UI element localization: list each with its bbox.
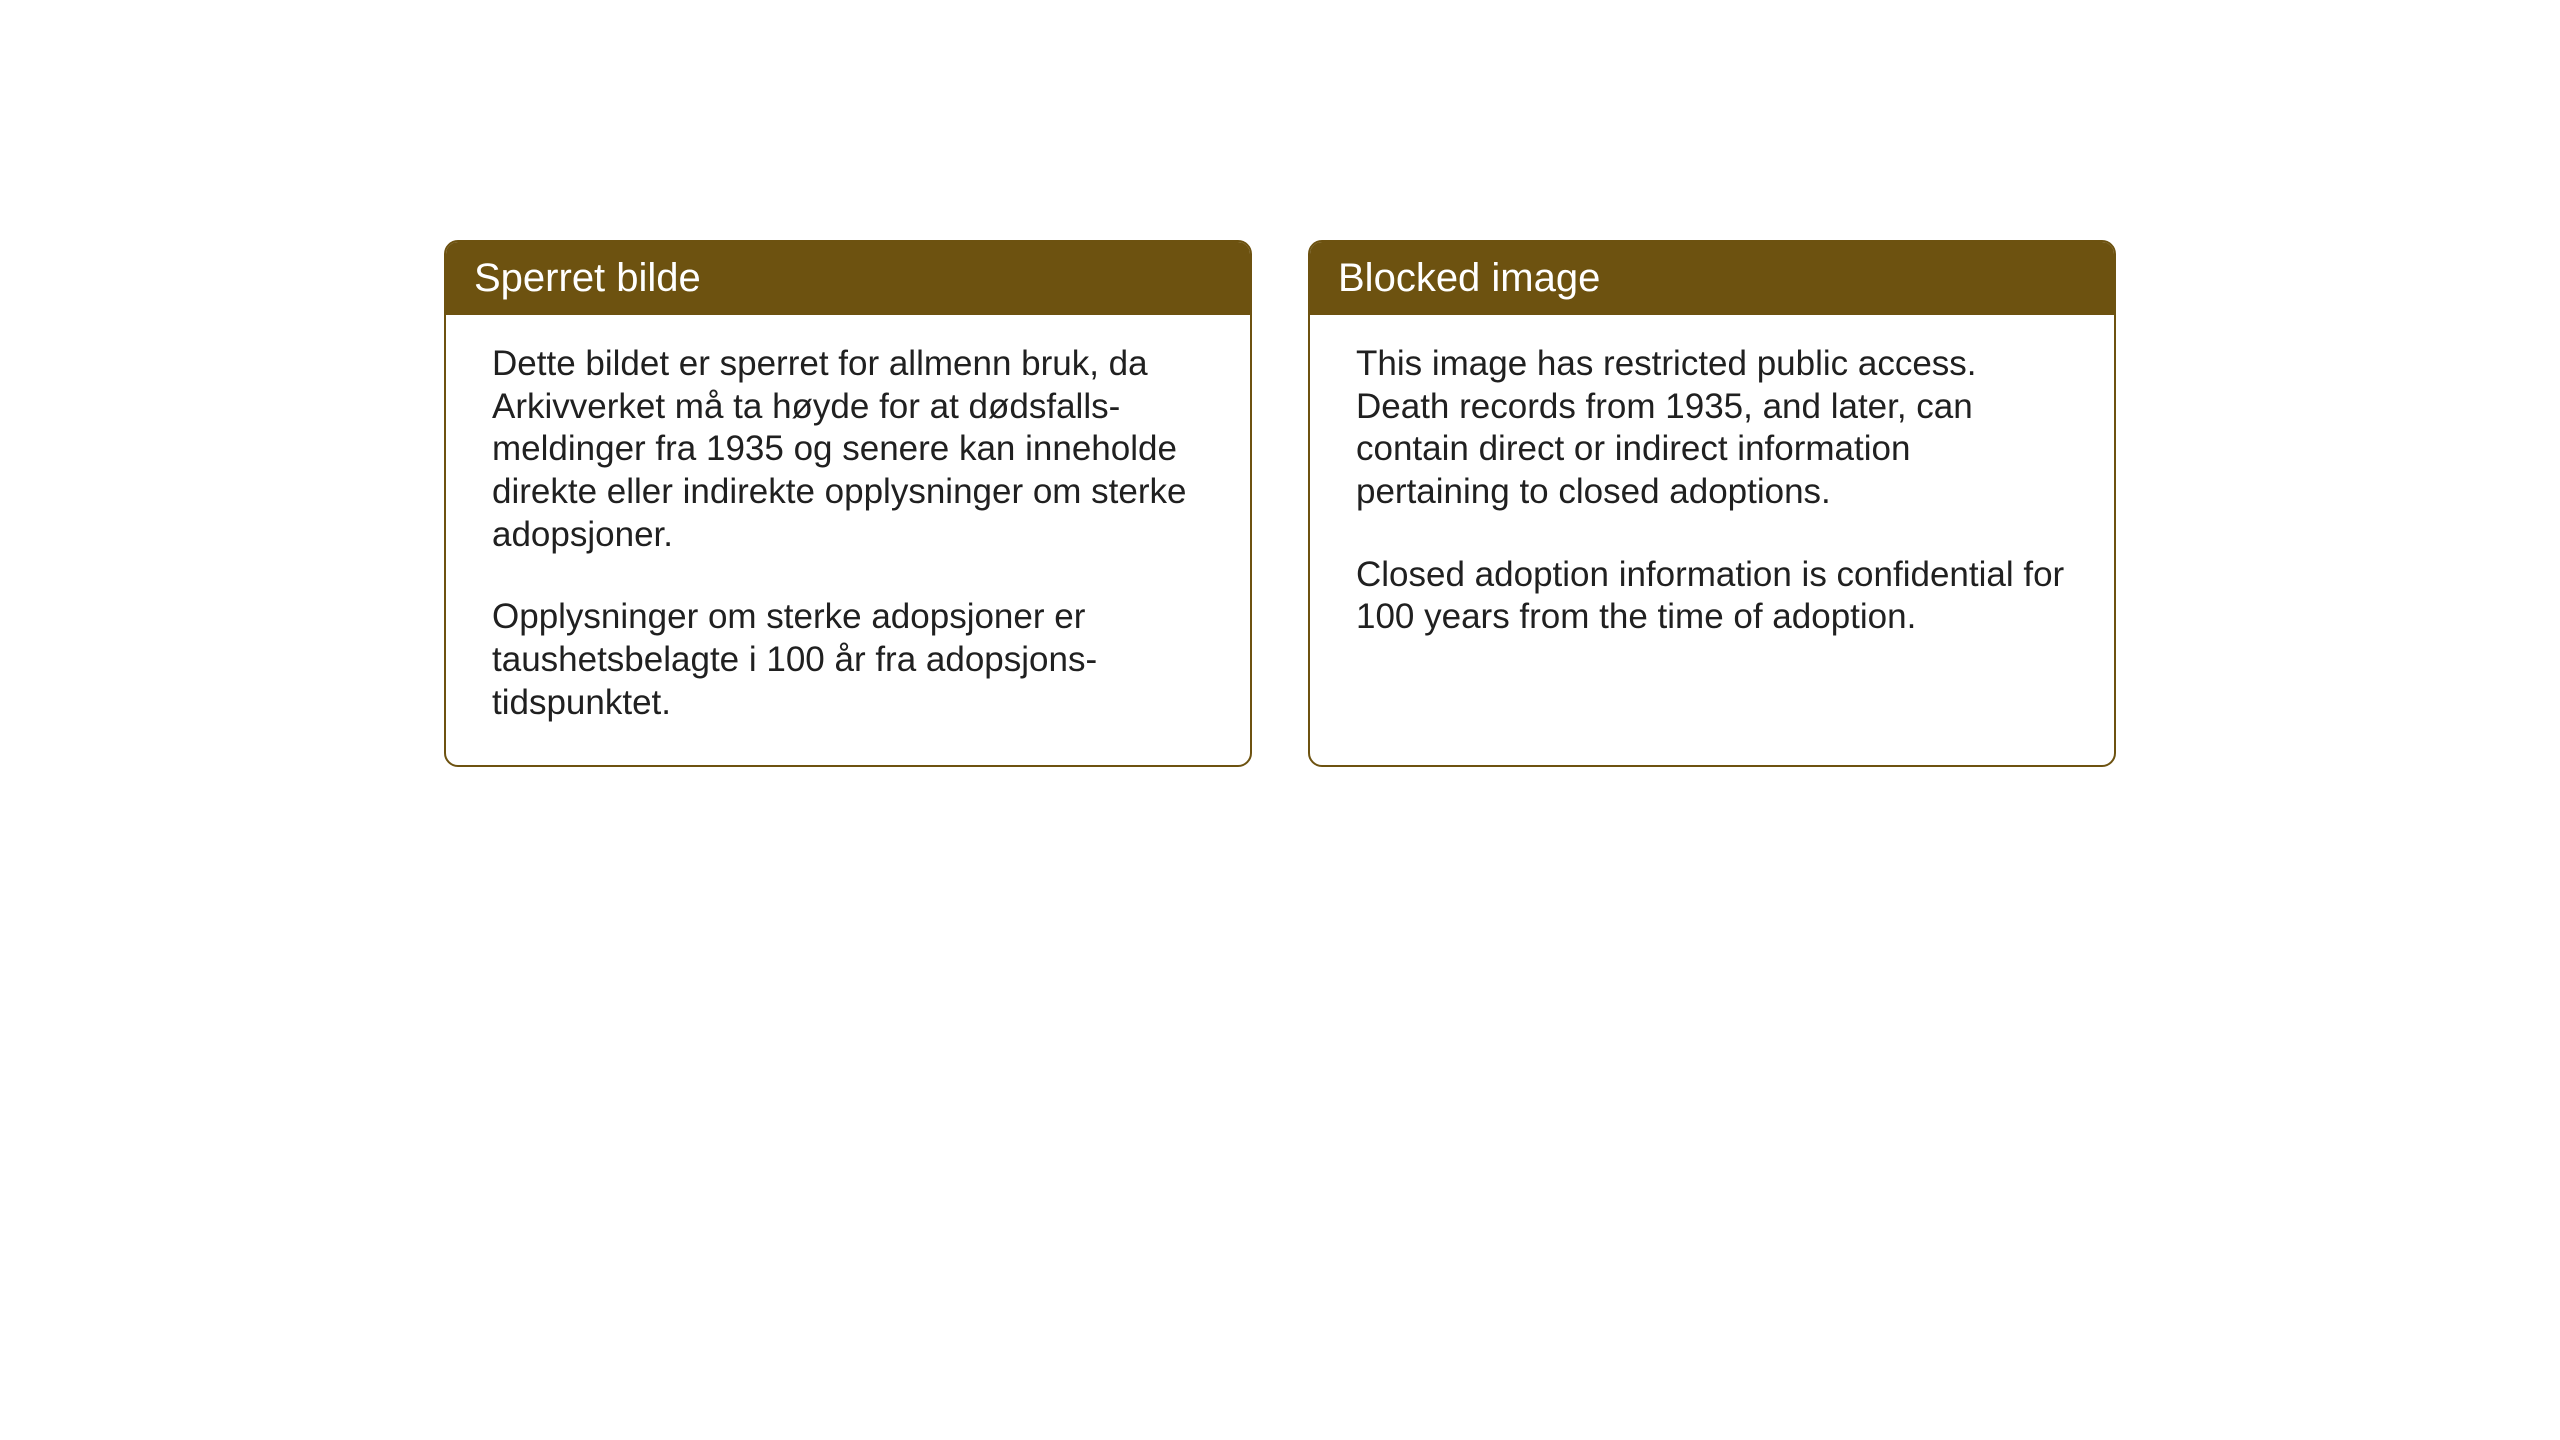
- card-paragraph-2-english: Closed adoption information is confident…: [1356, 554, 2068, 639]
- card-header-english: Blocked image: [1310, 242, 2114, 315]
- card-body-english: This image has restricted public access.…: [1310, 315, 2114, 679]
- card-paragraph-1-english: This image has restricted public access.…: [1356, 343, 2068, 514]
- cards-container: Sperret bilde Dette bildet er sperret fo…: [444, 240, 2116, 767]
- card-paragraph-2-norwegian: Opplysninger om sterke adopsjoner er tau…: [492, 596, 1204, 724]
- card-paragraph-1-norwegian: Dette bildet er sperret for allmenn bruk…: [492, 343, 1204, 556]
- card-english: Blocked image This image has restricted …: [1308, 240, 2116, 767]
- card-header-norwegian: Sperret bilde: [446, 242, 1250, 315]
- card-norwegian: Sperret bilde Dette bildet er sperret fo…: [444, 240, 1252, 767]
- card-body-norwegian: Dette bildet er sperret for allmenn bruk…: [446, 315, 1250, 765]
